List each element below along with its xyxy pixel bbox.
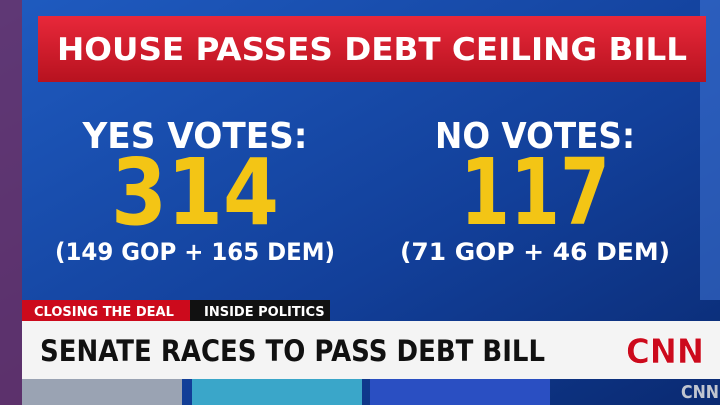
tag-text: INSIDE POLITICS <box>204 305 325 320</box>
title-banner <box>38 16 706 82</box>
tag-text: CLOSING THE DEAL <box>34 305 174 320</box>
headline: SENATE RACES TO PASS DEBT BILL <box>40 334 545 368</box>
floor-block <box>22 379 182 405</box>
tag <box>190 300 330 321</box>
headline-bar <box>22 321 720 379</box>
vote-label: YES VOTES: <box>82 116 308 157</box>
side-strip <box>0 0 22 405</box>
tag <box>22 300 190 321</box>
floor-block <box>370 379 550 405</box>
logo: CNN <box>626 332 704 372</box>
floor-block <box>192 379 362 405</box>
vote-count: 117 <box>460 139 610 246</box>
vote-breakdown: (149 GOP + 165 DEM) <box>55 238 335 266</box>
vote-count: 314 <box>111 139 279 246</box>
vote-label: NO VOTES: <box>435 116 635 157</box>
vote-breakdown: (71 GOP + 46 DEM) <box>400 238 670 266</box>
title: HOUSE PASSES DEBT CEILING BILL <box>57 32 687 68</box>
watermark: CNN <box>681 382 719 403</box>
